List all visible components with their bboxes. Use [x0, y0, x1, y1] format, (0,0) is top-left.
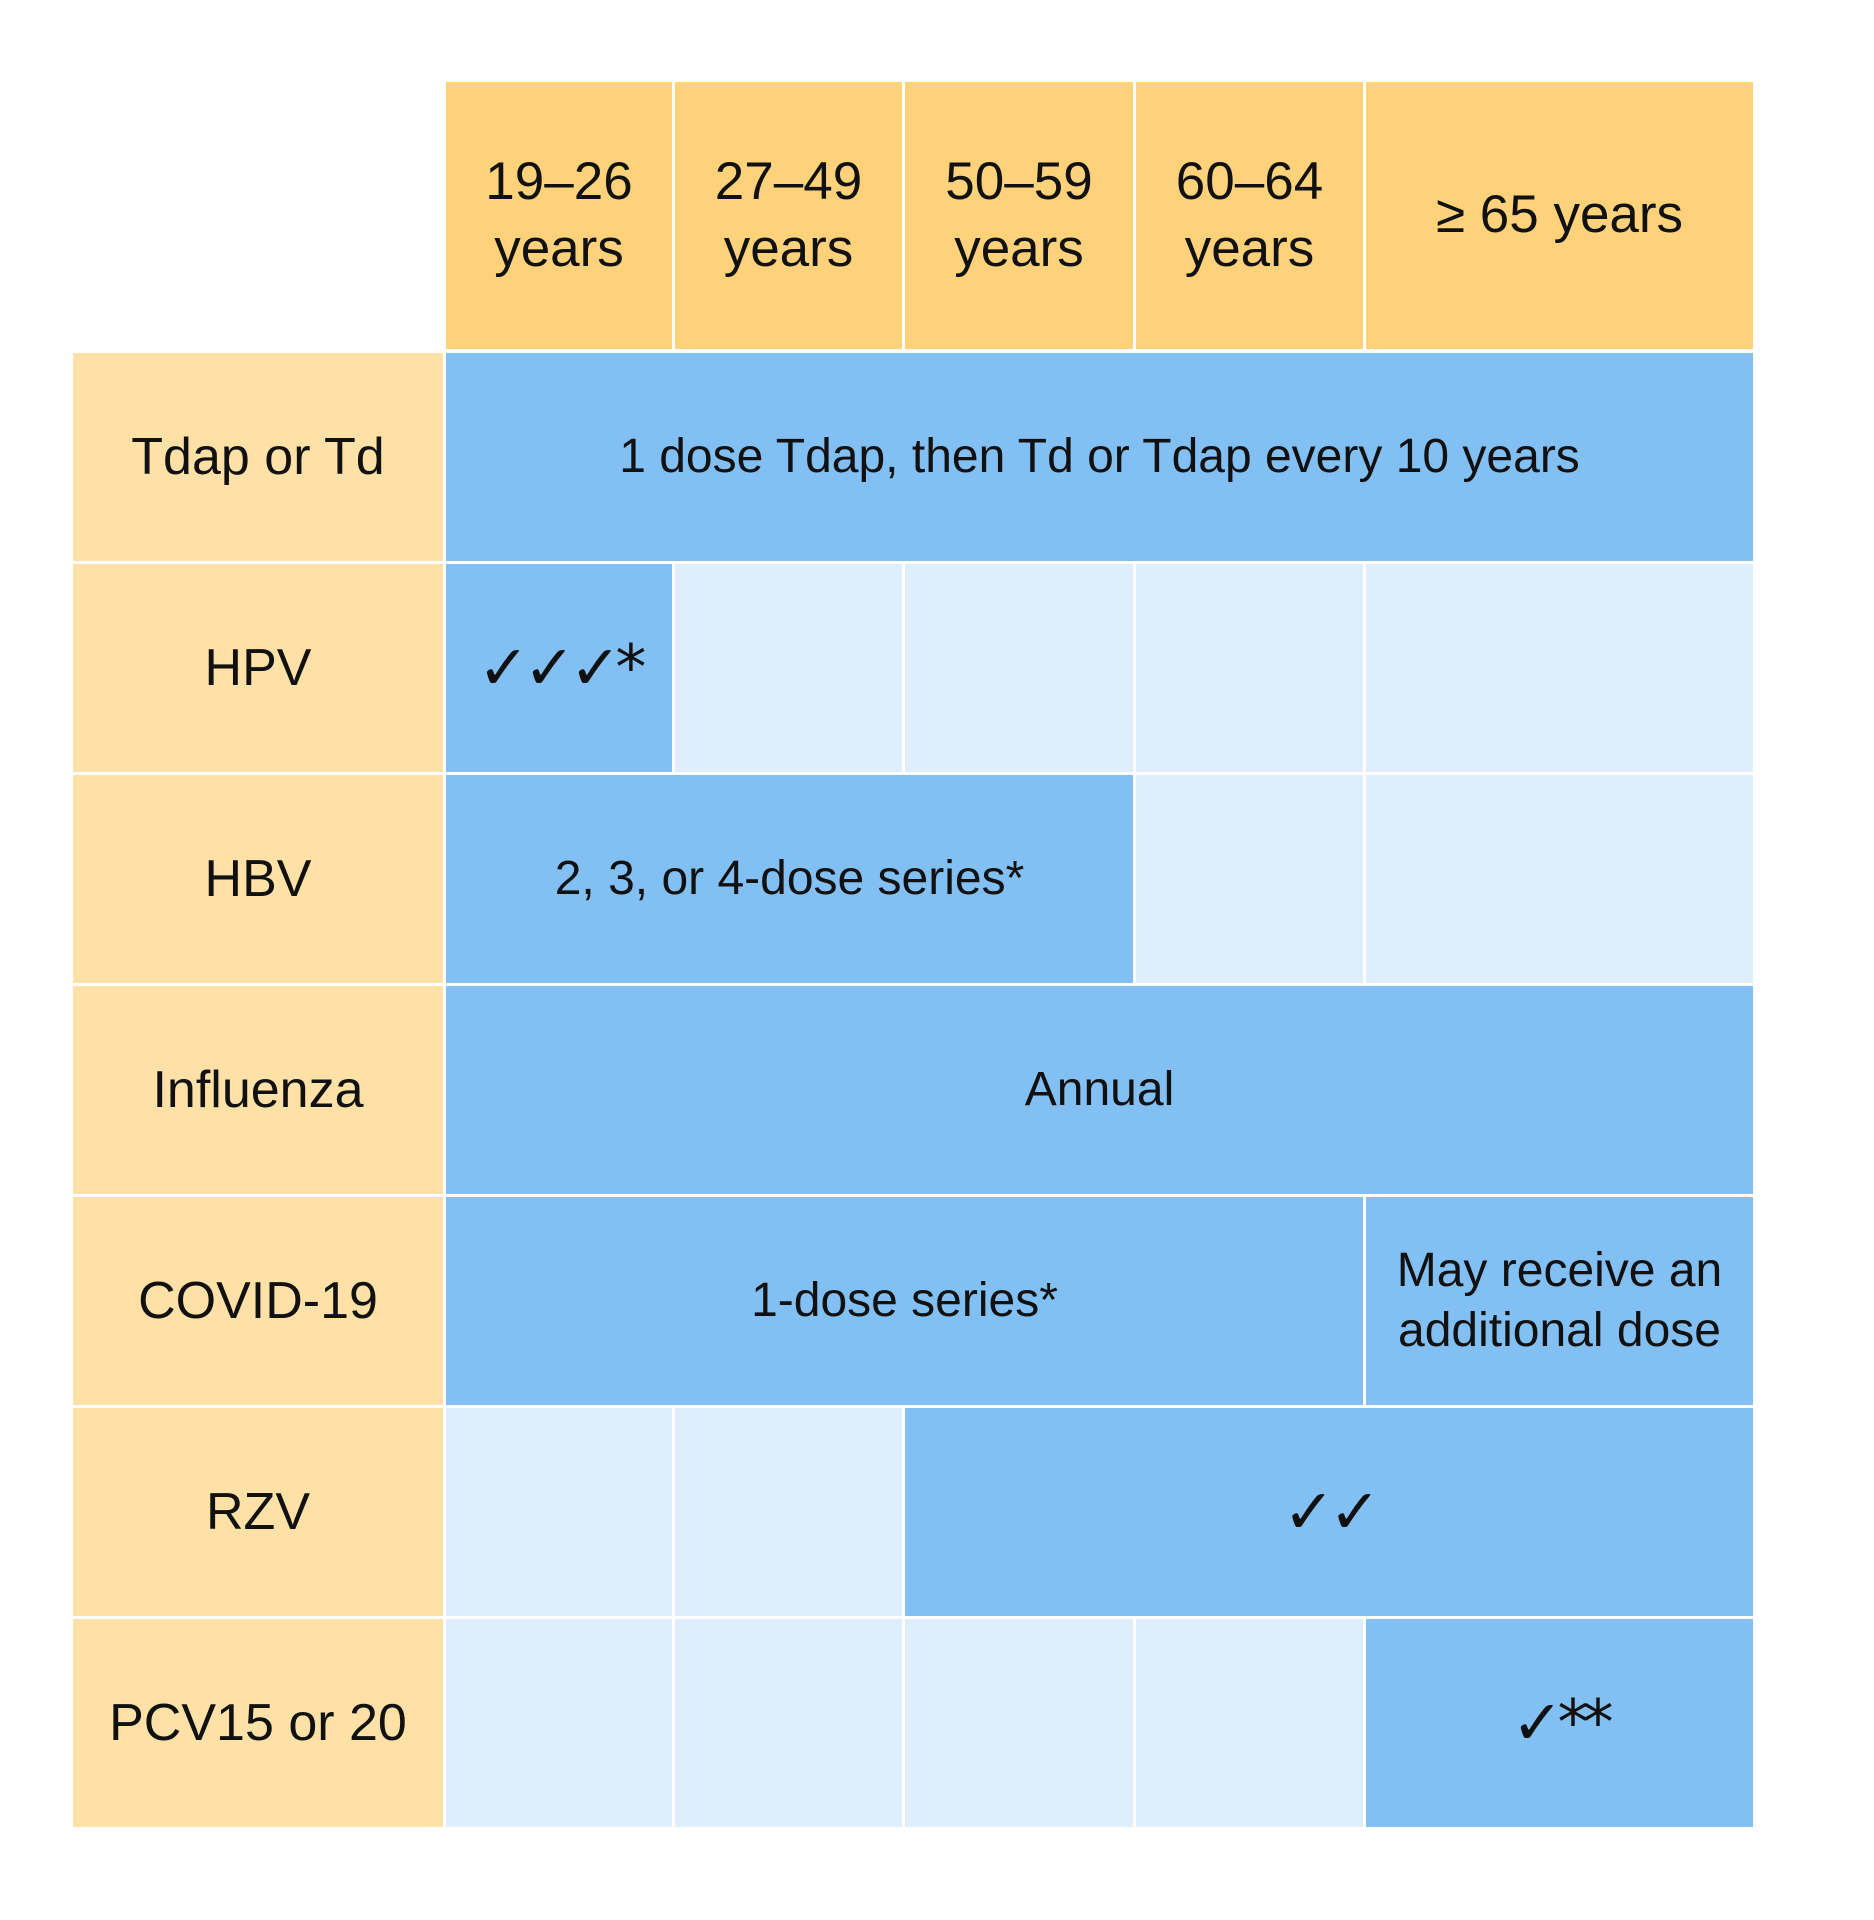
empty-cell — [446, 1408, 672, 1616]
row-label: Influenza — [73, 986, 443, 1194]
empty-cell — [675, 564, 902, 772]
column-header: 19–26 years — [446, 82, 672, 349]
recommended-cell: 1 dose Tdap, then Td or Tdap every 10 ye… — [446, 353, 1753, 561]
empty-cell — [1366, 564, 1753, 772]
empty-cell — [1366, 775, 1753, 983]
column-header: 27–49 years — [675, 82, 902, 349]
column-header: 50–59 years — [905, 82, 1133, 349]
empty-cell — [1136, 564, 1363, 772]
row-label: PCV15 or 20 — [73, 1619, 443, 1827]
empty-cell — [1136, 1619, 1363, 1827]
recommended-cell: May receive an additional dose — [1366, 1197, 1753, 1405]
empty-cell — [905, 1619, 1133, 1827]
column-header: ≥ 65 years — [1366, 82, 1753, 349]
recommended-cell: 1-dose series* — [446, 1197, 1363, 1405]
empty-cell — [675, 1619, 902, 1827]
empty-cell — [905, 564, 1133, 772]
empty-cell — [1136, 775, 1363, 983]
column-header: 60–64 years — [1136, 82, 1363, 349]
recommended-cell: ✓** — [1366, 1619, 1753, 1827]
row-label: HBV — [73, 775, 443, 983]
row-label: HPV — [73, 564, 443, 772]
empty-cell — [675, 1408, 902, 1616]
recommended-cell: 2, 3, or 4-dose series* — [446, 775, 1133, 983]
row-label: COVID-19 — [73, 1197, 443, 1405]
row-label: Tdap or Td — [73, 353, 443, 561]
recommended-cell: ✓✓ — [905, 1408, 1753, 1616]
recommended-cell: ✓✓✓* — [446, 564, 672, 772]
row-label: RZV — [73, 1408, 443, 1616]
recommended-cell: Annual — [446, 986, 1753, 1194]
empty-cell — [446, 1619, 672, 1827]
